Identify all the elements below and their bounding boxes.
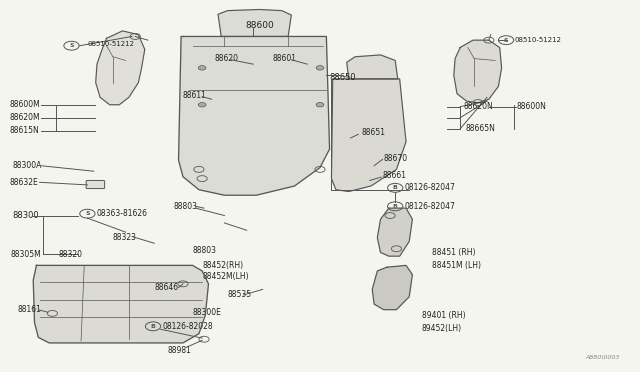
Text: 88651: 88651	[362, 128, 385, 137]
Text: 08510-51212: 08510-51212	[88, 41, 134, 47]
Text: 88535: 88535	[228, 291, 252, 299]
Text: 88646: 88646	[154, 283, 179, 292]
Polygon shape	[372, 265, 412, 310]
Text: 88452(RH): 88452(RH)	[202, 261, 243, 270]
Text: S: S	[85, 211, 90, 216]
Text: 88300E: 88300E	[193, 308, 221, 317]
Text: 88670: 88670	[384, 154, 408, 163]
Polygon shape	[179, 36, 330, 195]
Text: S: S	[504, 38, 508, 43]
Text: 88161: 88161	[17, 305, 41, 314]
Text: 88600N: 88600N	[516, 102, 546, 111]
Text: 88803: 88803	[193, 246, 216, 255]
Text: 88600: 88600	[245, 21, 274, 30]
Text: 88451 (RH): 88451 (RH)	[431, 248, 475, 257]
Text: 88451M (LH): 88451M (LH)	[431, 261, 481, 270]
Text: 88803: 88803	[173, 202, 197, 211]
Text: B: B	[393, 185, 397, 190]
Circle shape	[198, 65, 206, 70]
Text: 88620: 88620	[215, 54, 239, 63]
Text: A880\0003: A880\0003	[585, 355, 620, 359]
Text: 08363-81626: 08363-81626	[97, 209, 148, 218]
Text: 88632E: 88632E	[9, 178, 38, 187]
Text: 88600M: 88600M	[9, 100, 40, 109]
Circle shape	[316, 103, 324, 107]
Text: 88650: 88650	[330, 73, 356, 81]
Text: 88320: 88320	[59, 250, 83, 259]
Polygon shape	[218, 10, 291, 36]
Polygon shape	[454, 40, 502, 103]
Text: 88323: 88323	[113, 233, 137, 242]
Text: 88452M(LH): 88452M(LH)	[202, 272, 249, 281]
Polygon shape	[378, 208, 412, 256]
Text: 88305M: 88305M	[11, 250, 42, 259]
Text: S: S	[69, 43, 74, 48]
Circle shape	[316, 65, 324, 70]
Text: B: B	[150, 324, 156, 329]
FancyBboxPatch shape	[86, 180, 104, 189]
Text: 08510-51212: 08510-51212	[515, 37, 561, 43]
Text: 88665N: 88665N	[465, 124, 495, 133]
Text: 88615N: 88615N	[9, 126, 39, 135]
Polygon shape	[332, 79, 406, 192]
Text: 88300A: 88300A	[13, 161, 42, 170]
Text: 88611: 88611	[183, 91, 207, 100]
Text: 08126-82047: 08126-82047	[404, 183, 456, 192]
Circle shape	[198, 103, 206, 107]
Polygon shape	[347, 55, 397, 79]
Text: 89401 (RH): 89401 (RH)	[422, 311, 465, 320]
Text: 88300: 88300	[13, 211, 40, 220]
Text: 08126-82047: 08126-82047	[404, 202, 456, 211]
Text: 88620N: 88620N	[463, 102, 493, 111]
Text: 08126-82028: 08126-82028	[163, 322, 213, 331]
Text: B: B	[393, 204, 397, 209]
Text: 88981: 88981	[167, 346, 191, 355]
Text: 88601: 88601	[272, 54, 296, 63]
Polygon shape	[96, 31, 145, 105]
Text: 89452(LH): 89452(LH)	[422, 324, 462, 333]
Text: 88620M: 88620M	[9, 113, 40, 122]
Polygon shape	[33, 265, 209, 343]
Text: 88661: 88661	[383, 171, 406, 180]
